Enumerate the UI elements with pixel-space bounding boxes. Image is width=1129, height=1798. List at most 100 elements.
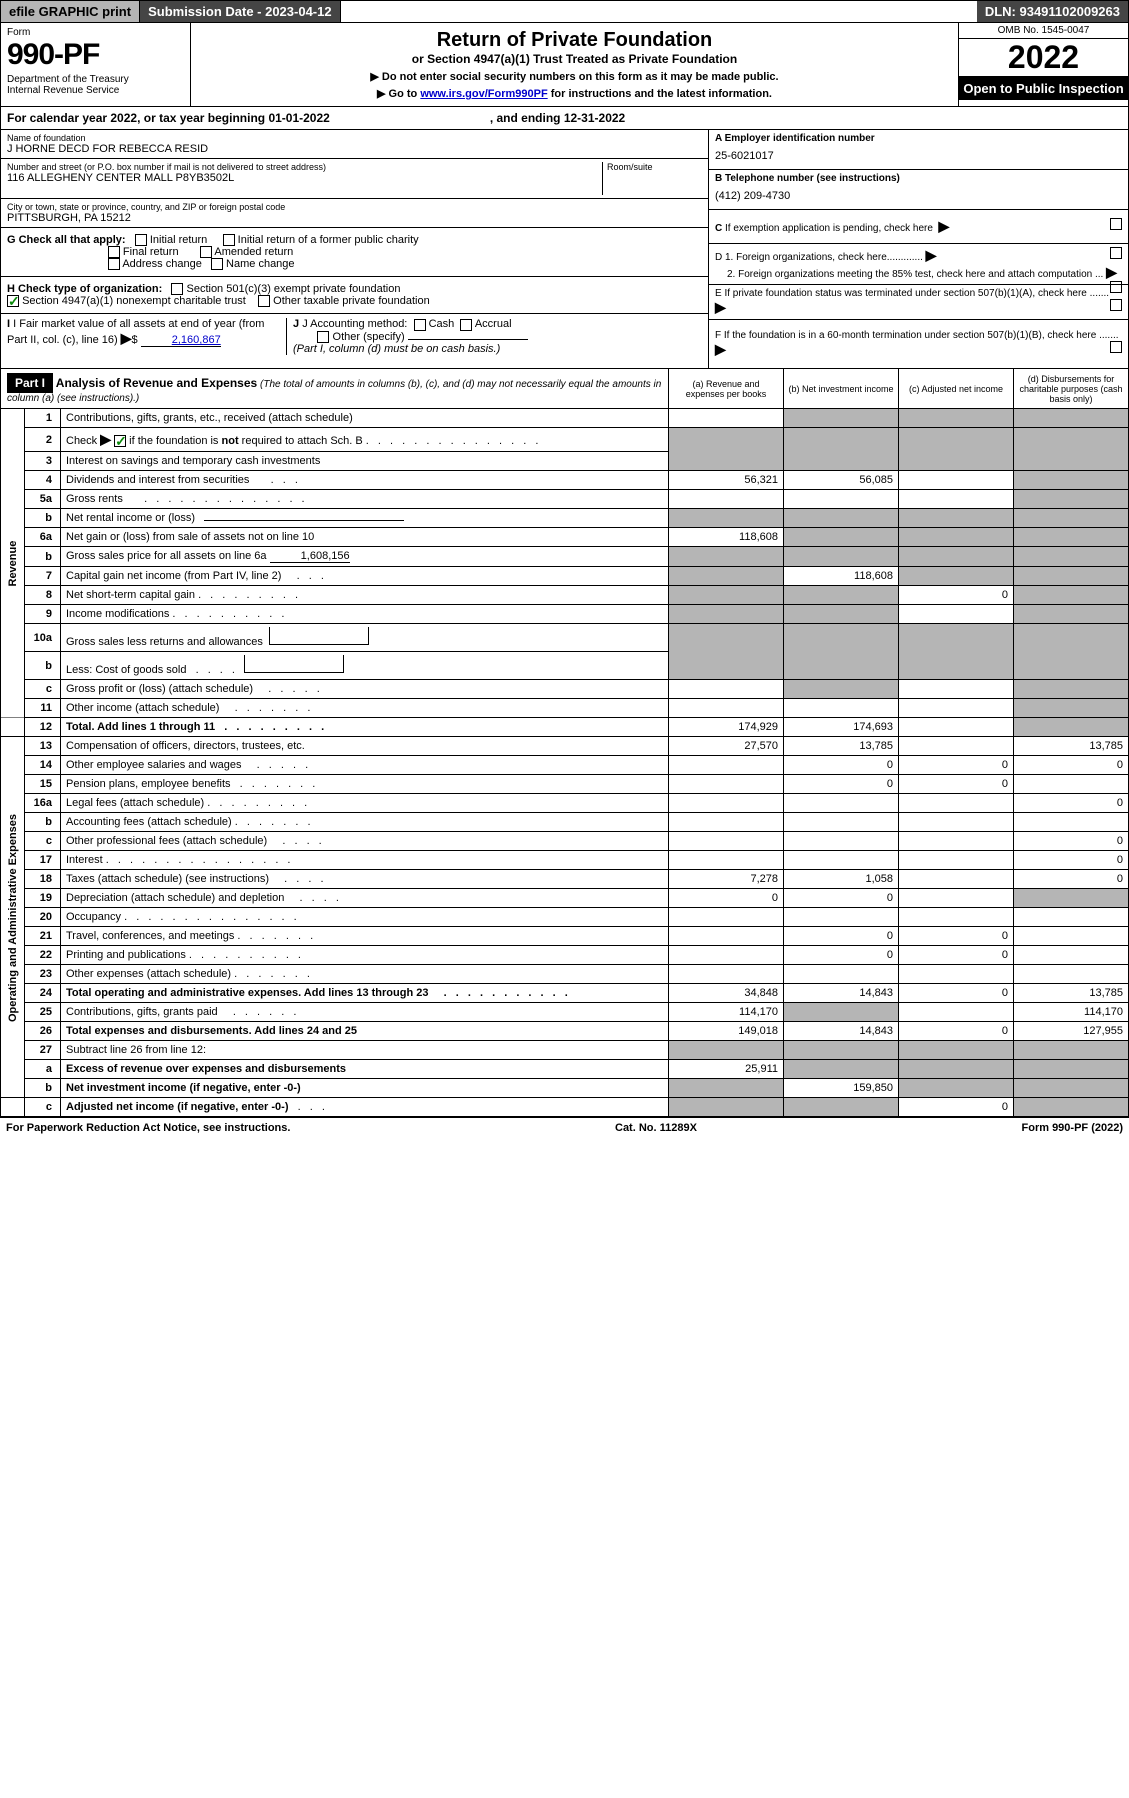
table-row: 26Total expenses and disbursements. Add … <box>1 1022 1129 1041</box>
line-desc: Income modifications . . . . . . . . . . <box>61 605 669 624</box>
checkbox-501c3[interactable] <box>171 283 183 295</box>
line-desc: Net short-term capital gain . . . . . . … <box>61 586 669 605</box>
amt-cell: 13,785 <box>1014 984 1129 1003</box>
checkbox-final-return[interactable] <box>108 246 120 258</box>
amt-cell: 0 <box>669 889 784 908</box>
checkbox-cash[interactable] <box>414 319 426 331</box>
checkbox-c[interactable] <box>1110 218 1122 230</box>
dept-label: Department of the Treasury Internal Reve… <box>7 74 184 96</box>
checkbox-initial-return[interactable] <box>135 234 147 246</box>
table-row: 25Contributions, gifts, grants paid . . … <box>1 1003 1129 1022</box>
cal-begin: For calendar year 2022, or tax year begi… <box>7 111 330 125</box>
f-label: F If the foundation is in a 60-month ter… <box>715 330 1119 341</box>
checkbox-e[interactable] <box>1110 299 1122 311</box>
info-right: A Employer identification number 25-6021… <box>708 130 1128 368</box>
cal-end: , and ending 12-31-2022 <box>490 111 625 125</box>
section-g: G Check all that apply: Initial return I… <box>1 228 708 277</box>
line-desc: Check ▶ if the foundation is not require… <box>61 428 669 452</box>
city-row: City or town, state or province, country… <box>1 199 708 228</box>
h-501c3: Section 501(c)(3) exempt private foundat… <box>186 283 400 295</box>
section-f: F If the foundation is in a 60-month ter… <box>709 320 1128 368</box>
amt-cell: 174,693 <box>784 718 899 737</box>
table-row: Operating and Administrative Expenses 13… <box>1 737 1129 756</box>
checkbox-other-acct[interactable] <box>317 331 329 343</box>
line-num: 1 <box>25 409 61 428</box>
line-desc: Legal fees (attach schedule) . . . . . .… <box>61 794 669 813</box>
table-row: Revenue 1 Contributions, gifts, grants, … <box>1 409 1129 428</box>
table-row: 5aGross rents . . . . . . . . . . . . . … <box>1 490 1129 509</box>
amt-cell: 0 <box>784 927 899 946</box>
line-desc: Other expenses (attach schedule) . . . .… <box>61 965 669 984</box>
note2-post: for instructions and the latest informat… <box>548 88 772 100</box>
checkbox-accrual[interactable] <box>460 319 472 331</box>
g-opt-2: Final return <box>123 246 179 258</box>
table-row: bGross sales price for all assets on lin… <box>1 547 1129 567</box>
table-row: 12Total. Add lines 1 through 11 . . . . … <box>1 718 1129 737</box>
part1-title: Analysis of Revenue and Expenses <box>56 376 257 390</box>
col-b-header: (b) Net investment income <box>783 369 898 408</box>
part1-header-row: Part I Analysis of Revenue and Expenses … <box>0 369 1129 409</box>
line-desc: Depreciation (attach schedule) and deple… <box>61 889 669 908</box>
line-desc: Total. Add lines 1 through 11 . . . . . … <box>61 718 669 737</box>
line-desc: Travel, conferences, and meetings . . . … <box>61 927 669 946</box>
table-row: 11Other income (attach schedule) . . . .… <box>1 699 1129 718</box>
amt-cell: 174,929 <box>669 718 784 737</box>
g-opt-0: Initial return <box>150 234 207 246</box>
page-footer: For Paperwork Reduction Act Notice, see … <box>0 1117 1129 1138</box>
checkbox-amended[interactable] <box>200 246 212 258</box>
line-desc: Capital gain net income (from Part IV, l… <box>61 567 669 586</box>
i-label: I Fair market value of all assets at end… <box>7 318 264 346</box>
line-desc: Compensation of officers, directors, tru… <box>61 737 669 756</box>
part1-title-cell: Part I Analysis of Revenue and Expenses … <box>1 369 668 408</box>
gross-sales-val: 1,608,156 <box>270 550 350 563</box>
amt-cell: 0 <box>899 927 1014 946</box>
line-desc: Gross rents . . . . . . . . . . . . . . <box>61 490 669 509</box>
j-note: (Part I, column (d) must be on cash basi… <box>293 343 500 355</box>
section-d: D 1. Foreign organizations, check here..… <box>709 244 1128 285</box>
amt-cell: 56,085 <box>784 471 899 490</box>
checkbox-schb[interactable] <box>114 435 126 447</box>
amt-cell: 14,843 <box>784 1022 899 1041</box>
checkbox-initial-public[interactable] <box>223 234 235 246</box>
form-subtitle: or Section 4947(a)(1) Trust Treated as P… <box>197 52 952 66</box>
checkbox-name-change[interactable] <box>211 258 223 270</box>
amt-cell: 118,608 <box>669 528 784 547</box>
address: 116 ALLEGHENY CENTER MALL P8YB3502L <box>7 172 602 184</box>
ein-label: A Employer identification number <box>715 133 1122 144</box>
amt-cell <box>1014 409 1129 428</box>
irs-link[interactable]: www.irs.gov/Form990PF <box>420 88 547 100</box>
checkbox-other-tax[interactable] <box>258 295 270 307</box>
checkbox-d1[interactable] <box>1110 247 1122 259</box>
form-table: Revenue 1 Contributions, gifts, grants, … <box>0 409 1129 1117</box>
amt-cell: 1,058 <box>784 870 899 889</box>
amt-cell: 0 <box>784 889 899 908</box>
g-opt-4: Address change <box>122 258 202 270</box>
checkbox-f[interactable] <box>1110 341 1122 353</box>
section-ij: I I Fair market value of all assets at e… <box>1 314 708 358</box>
line-desc: Other employee salaries and wages . . . … <box>61 756 669 775</box>
info-grid: Name of foundation J HORNE DECD FOR REBE… <box>0 130 1129 369</box>
j-other: Other (specify) <box>333 331 405 343</box>
table-row: 2 Check ▶ if the foundation is not requi… <box>1 428 1129 452</box>
revenue-side-label: Revenue <box>1 409 25 718</box>
expenses-side-label: Operating and Administrative Expenses <box>1 737 25 1098</box>
fmv-value[interactable]: 2,160,867 <box>141 334 221 347</box>
checkbox-4947[interactable] <box>7 295 19 307</box>
line-desc: Total operating and administrative expen… <box>61 984 669 1003</box>
line-desc: Gross sales price for all assets on line… <box>61 547 669 567</box>
line-desc: Contributions, gifts, grants paid . . . … <box>61 1003 669 1022</box>
table-row: 4Dividends and interest from securities … <box>1 471 1129 490</box>
table-row: 8Net short-term capital gain . . . . . .… <box>1 586 1129 605</box>
g-opt-3: Amended return <box>214 246 293 258</box>
checkbox-d2[interactable] <box>1110 281 1122 293</box>
footer-right: Form 990-PF (2022) <box>1022 1122 1124 1134</box>
city-label: City or town, state or province, country… <box>7 202 702 212</box>
amt-cell: 0 <box>899 984 1014 1003</box>
line-desc: Taxes (attach schedule) (see instruction… <box>61 870 669 889</box>
e-label: E If private foundation status was termi… <box>715 288 1109 299</box>
checkbox-addr-change[interactable] <box>108 258 120 270</box>
line-desc: Adjusted net income (if negative, enter … <box>61 1098 669 1117</box>
table-row: 15Pension plans, employee benefits . . .… <box>1 775 1129 794</box>
line-desc: Interest . . . . . . . . . . . . . . . . <box>61 851 669 870</box>
efile-print-button[interactable]: efile GRAPHIC print <box>1 1 140 22</box>
